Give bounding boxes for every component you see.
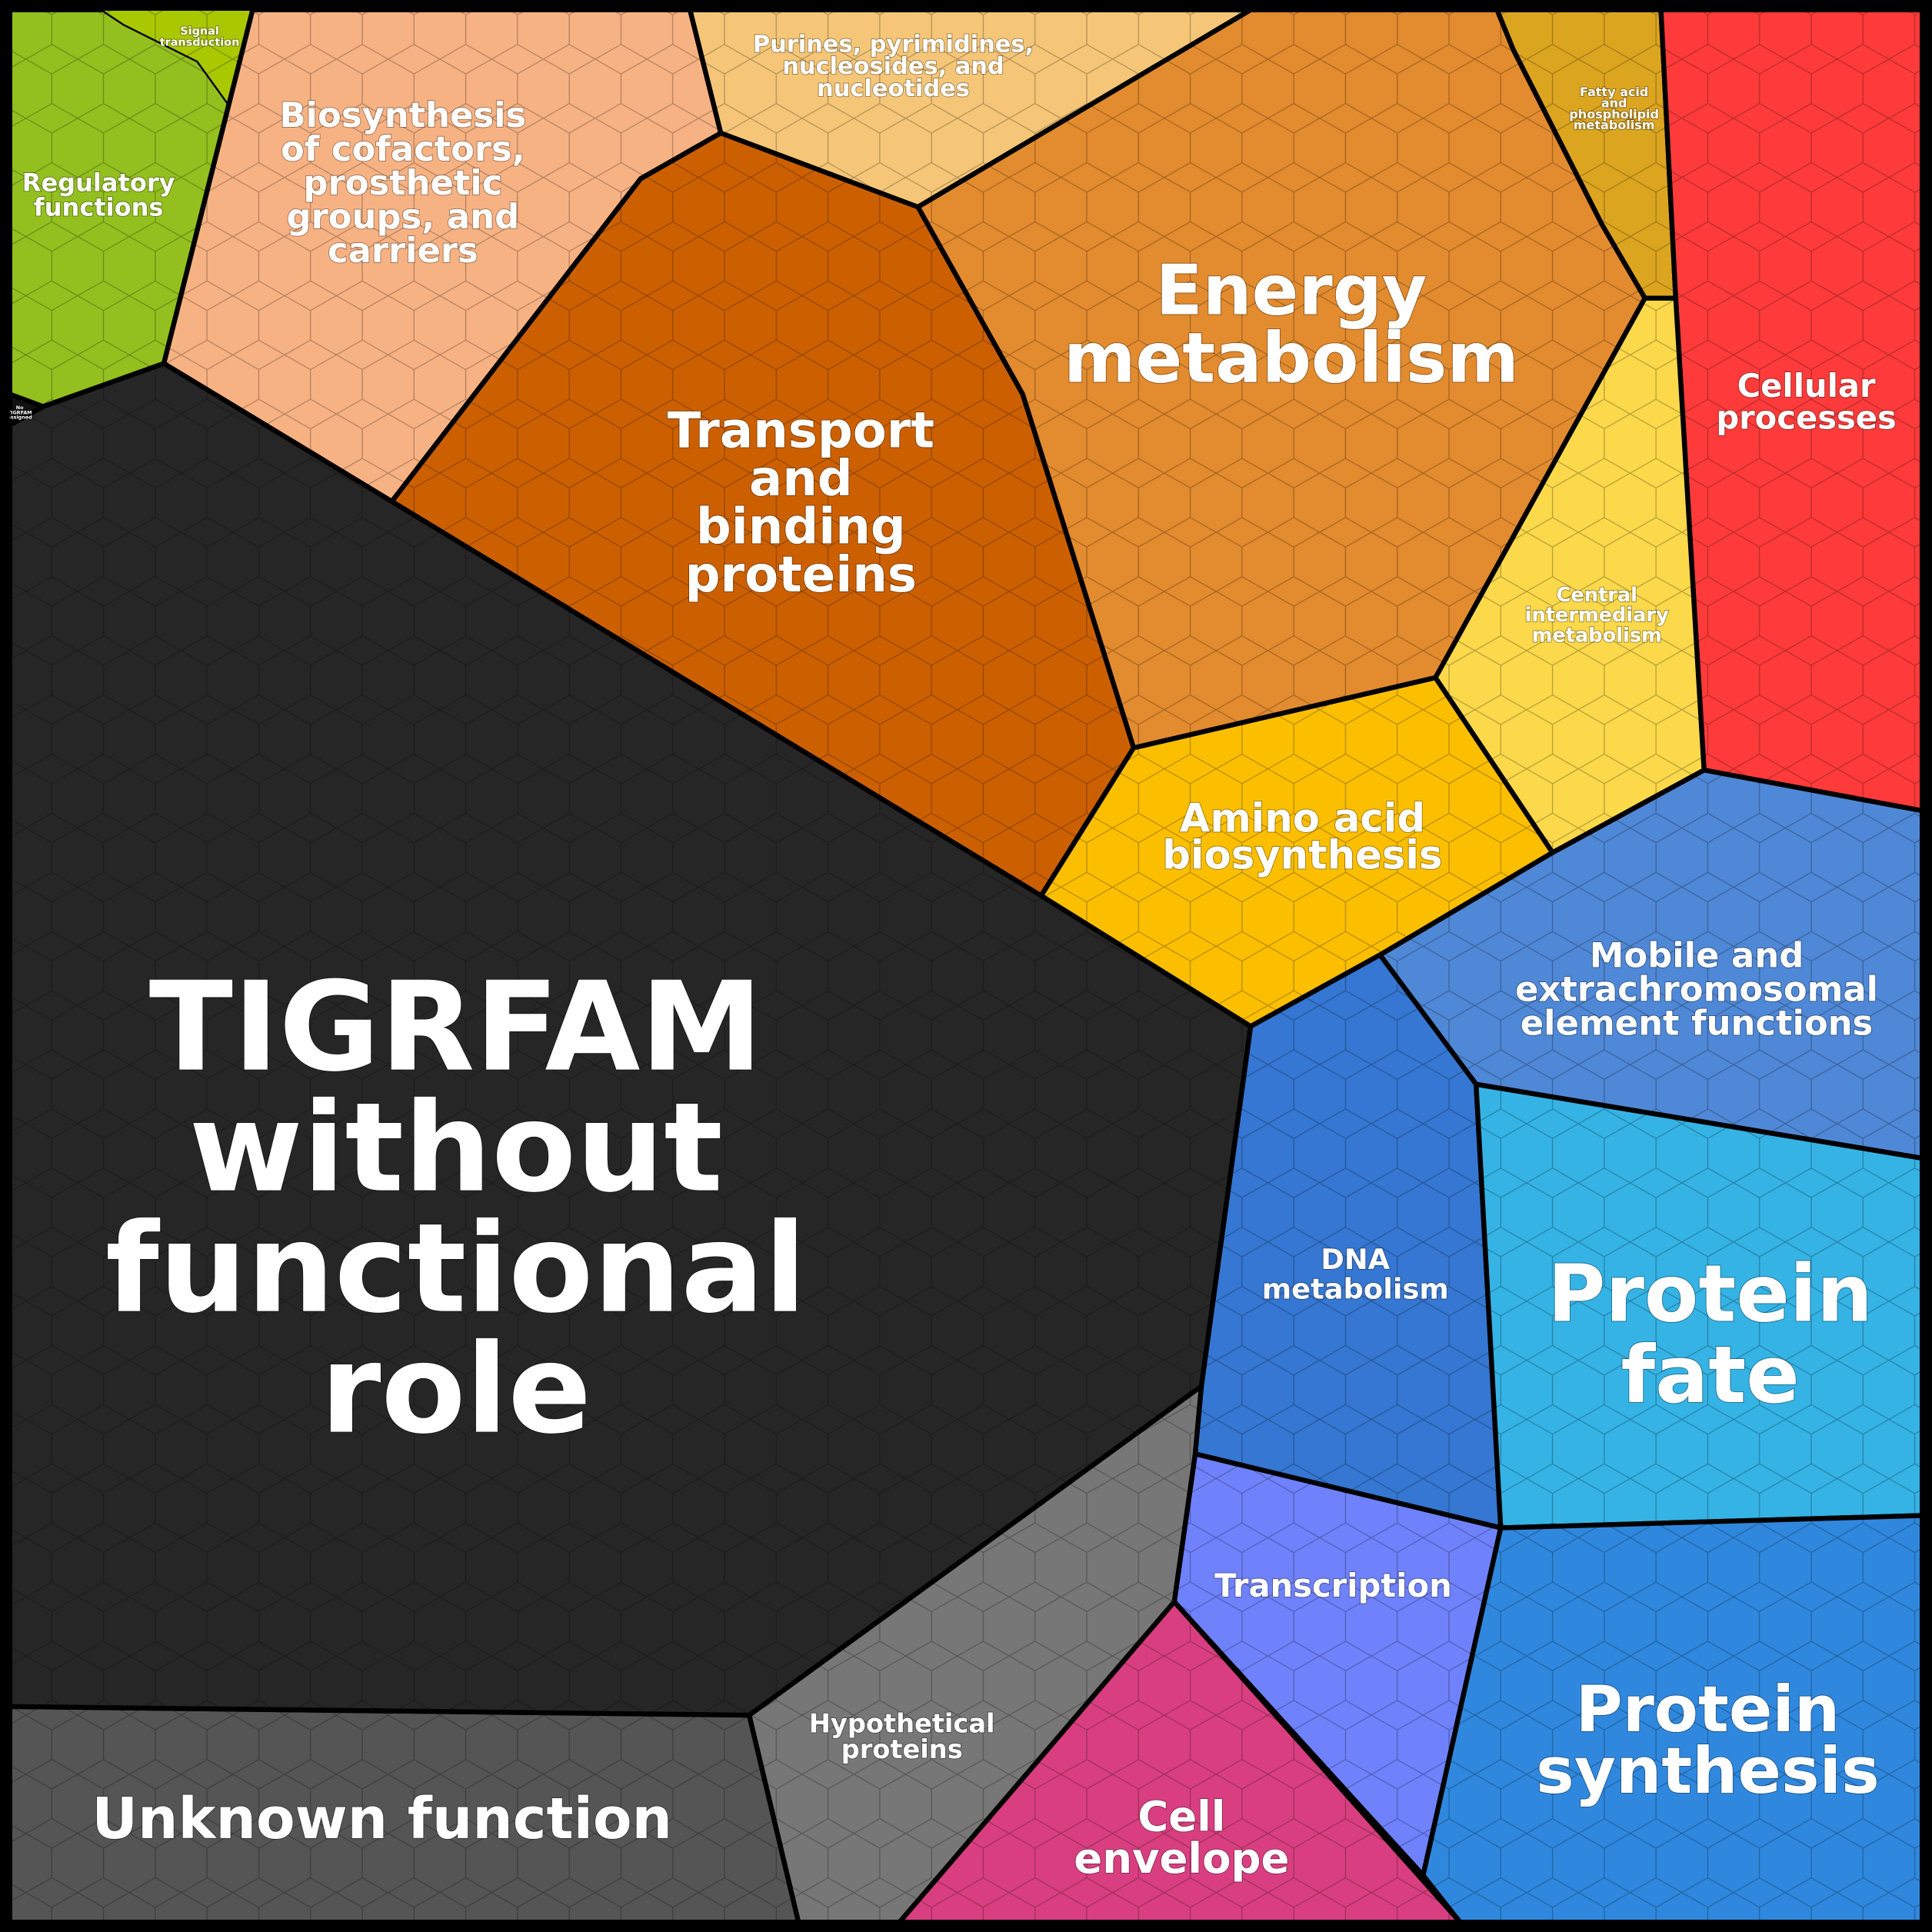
label-line: Hypothetical — [809, 1708, 995, 1738]
label-line: Fatty acid — [1580, 85, 1648, 99]
region-texture-purines — [690, 9, 1251, 210]
label-line: and — [749, 451, 853, 508]
region-texture-mobile — [1380, 770, 1923, 1158]
region-label-tigrfam: TIGRFAM without functional role — [105, 955, 806, 1461]
label-line: proteins — [841, 1734, 963, 1764]
label-line: without — [189, 1076, 723, 1220]
region-label-noassign: No TIGRFAM assigned — [8, 405, 33, 421]
region-label-hypothetical: Hypothetical proteins — [809, 1708, 995, 1764]
region-texture-envelope — [899, 1601, 1461, 1923]
region-texture-energy — [918, 9, 1645, 748]
region-label-dna: DNA metabolism — [1262, 1243, 1449, 1305]
region-label-regulatory: Regulatory functions — [22, 168, 175, 222]
label-line: groups, and — [287, 196, 520, 237]
region-label-purines: Purines, pyrimidines, nucleosides, and nuc… — [753, 31, 1034, 102]
label-line: of cofactors, — [281, 128, 525, 169]
label-line: prosthetic — [303, 162, 502, 203]
label-line: transduction — [160, 36, 240, 48]
label-line: TIGRFAM — [149, 955, 763, 1099]
label-line: metabolism — [1064, 319, 1519, 399]
label-line: role — [320, 1317, 591, 1461]
region-label-unknown: Unknown function — [92, 1787, 672, 1852]
region-texture-signal — [101, 9, 253, 106]
region-texture-cofactors — [164, 9, 721, 502]
region-label-amino: Amino acid biosynthesis — [1162, 795, 1442, 878]
label-line: processes — [1716, 399, 1896, 437]
label-line: Purines, pyrimidines, — [753, 31, 1034, 58]
label-line: TIGRFAM — [8, 409, 32, 415]
region-texture-regulatory — [9, 9, 253, 407]
label-line: functions — [34, 192, 164, 222]
label-line: synthesis — [1536, 1734, 1880, 1808]
region-texture-unknown — [9, 1706, 799, 1923]
label-line: Amino acid — [1180, 795, 1425, 841]
label-line: Regulatory — [22, 168, 175, 197]
region-label-central: Central intermediary metabolism — [1525, 584, 1669, 648]
label-line: phospholipid — [1569, 107, 1659, 122]
region-texture-central — [1435, 298, 1704, 853]
region-label-signal: Signal transduction — [160, 25, 240, 48]
region-texture-synthesis — [1423, 1515, 1923, 1923]
label-line: Mobile and — [1590, 935, 1804, 976]
label-line: Signal — [180, 25, 219, 38]
region-texture-tigrfam — [9, 363, 1251, 1716]
label-line: Energy — [1155, 251, 1427, 331]
region-texture-dna — [1194, 954, 1501, 1528]
region-label-transcription: Transcription — [1214, 1567, 1452, 1604]
label-line: extrachromosomal — [1515, 969, 1878, 1010]
label-line: assigned — [8, 415, 33, 421]
label-line: nucleotides — [817, 75, 970, 102]
label-line: Unknown function — [92, 1787, 672, 1852]
region-texture-fatty — [1497, 9, 1676, 298]
region-label-envelope: Cell envelope — [1074, 1792, 1289, 1883]
region-texture-fate — [1476, 1084, 1923, 1528]
label-line: element functions — [1521, 1003, 1874, 1044]
label-line: intermediary — [1525, 604, 1669, 627]
label-line: carriers — [328, 230, 478, 271]
label-line: DNA — [1321, 1243, 1390, 1276]
label-line: metabolism — [1532, 625, 1662, 648]
region-label-synthesis: Protein synthesis — [1536, 1672, 1880, 1808]
region-texture-hypothetical — [749, 1386, 1201, 1923]
label-line: metabolism — [1574, 118, 1655, 132]
label-line: binding — [696, 499, 906, 556]
label-line: Biosynthesis — [279, 95, 526, 135]
label-line: Cellular — [1737, 367, 1876, 405]
region-texture-amino — [1041, 678, 1553, 1027]
label-line: and — [1601, 95, 1627, 110]
label-line: nucleosides, and — [782, 53, 1004, 80]
label-line: metabolism — [1262, 1273, 1449, 1306]
label-line: Protein — [1547, 1248, 1873, 1340]
region-label-fatty: Fatty acid and phospholipid metabolism — [1569, 85, 1659, 132]
label-line: functional — [105, 1197, 806, 1341]
region-label-cofactors: Biosynthesis of cofactors, prosthetic group… — [279, 95, 526, 271]
region-label-mobile: Mobile and extrachromosomal element functi… — [1515, 935, 1878, 1044]
region-label-cellular: Cellular processes — [1716, 367, 1896, 437]
region-label-fate: Protein fate — [1547, 1248, 1873, 1421]
label-line: biosynthesis — [1162, 832, 1442, 878]
label-line: Central — [1557, 584, 1637, 607]
region-texture-noassign — [9, 394, 44, 425]
region-label-transport: Transport and binding proteins — [668, 403, 934, 604]
label-line: Cell — [1138, 1792, 1225, 1841]
label-line: Transcription — [1214, 1567, 1452, 1604]
label-line: Transport — [668, 403, 934, 460]
label-line: envelope — [1074, 1834, 1289, 1883]
region-texture-transport — [391, 133, 1134, 896]
label-line: fate — [1621, 1330, 1799, 1421]
region-texture-transcription — [1174, 1454, 1501, 1876]
label-line: proteins — [685, 547, 917, 604]
label-line: No — [16, 405, 24, 411]
region-texture-cellular — [1661, 9, 1923, 811]
region-label-energy: Energy metabolism — [1064, 251, 1519, 399]
label-line: Protein — [1576, 1672, 1840, 1747]
